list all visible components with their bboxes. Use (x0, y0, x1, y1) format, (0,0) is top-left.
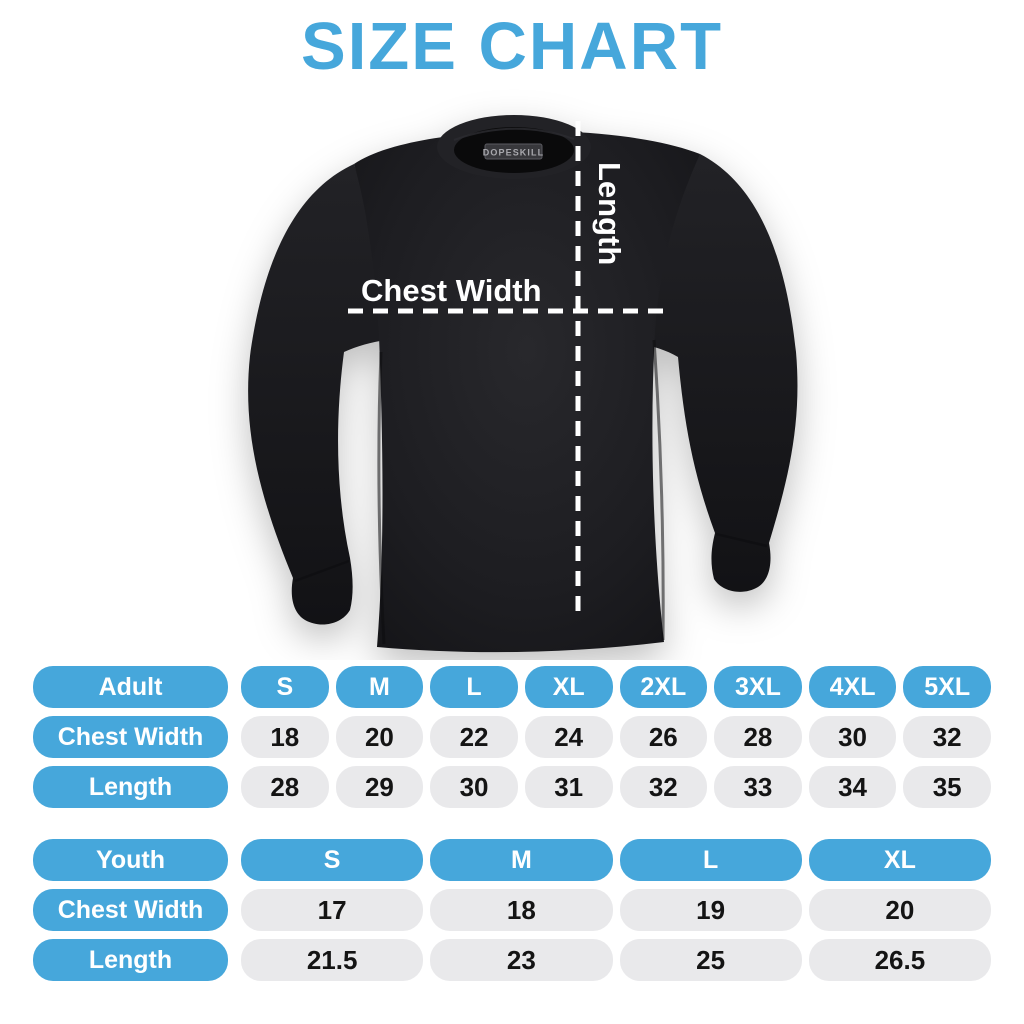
row-label-pill: Chest Width (33, 889, 228, 931)
value-pill: 30 (430, 766, 518, 808)
value-pill: 19 (619, 889, 802, 931)
group-label-pill: Youth (33, 839, 228, 881)
size-header-pill: XL (524, 666, 613, 708)
page-title: SIZE CHART (301, 9, 723, 84)
group-label-pill: Adult (33, 666, 228, 708)
collar-seam (453, 127, 575, 141)
value-pill: 34 (808, 766, 897, 808)
value-pill: 22 (430, 716, 518, 758)
value-pill: 28 (241, 766, 329, 808)
chest-width-label: Chest Width (361, 273, 542, 308)
size-header-pill: L (619, 839, 802, 881)
size-header-pill: 5XL (903, 666, 991, 708)
size-header-pill: M (335, 666, 424, 708)
row-label-pill: Chest Width (33, 716, 228, 758)
crease-left (377, 351, 386, 645)
value-pill: 35 (903, 766, 991, 808)
shirt-sleeve-left (248, 164, 386, 625)
value-pill: 18 (430, 889, 613, 931)
value-pill: 17 (241, 889, 424, 931)
table-row: Youth S M L XL (33, 839, 991, 881)
shirt-sleeve-right (640, 154, 798, 592)
value-pill: 26.5 (808, 939, 991, 981)
value-pill: 21.5 (241, 939, 424, 981)
value-pill: 33 (714, 766, 802, 808)
value-pill: 31 (524, 766, 613, 808)
table-row: Chest Width 18 20 22 24 26 28 30 32 (33, 716, 991, 758)
size-header-pill: 2XL (619, 666, 708, 708)
size-header-pill: 3XL (714, 666, 802, 708)
shirt-body (354, 131, 700, 653)
brand-tag-text: DOPESKILL (483, 148, 544, 158)
length-label: Length (592, 162, 627, 265)
size-header-pill: S (241, 839, 424, 881)
row-label-pill: Length (33, 939, 228, 981)
cuff-seam-left (294, 559, 350, 583)
size-header-pill: XL (808, 839, 991, 881)
size-header-pill: S (241, 666, 329, 708)
size-header-pill: M (430, 839, 613, 881)
value-pill: 23 (430, 939, 613, 981)
size-header-pill: 4XL (808, 666, 897, 708)
crease-right (652, 339, 665, 641)
value-pill: 18 (241, 716, 329, 758)
size-diagram-figure: DOPESKILL Chest Width Length (248, 115, 798, 653)
value-pill: 32 (903, 716, 991, 758)
shirt-illustration: DOPESKILL (248, 115, 798, 653)
brand-tag (484, 143, 543, 160)
value-pill: 25 (619, 939, 802, 981)
value-pill: 32 (619, 766, 708, 808)
value-pill: 20 (335, 716, 424, 758)
table-row: Adult S M L XL 2XL 3XL 4XL 5XL (33, 666, 991, 708)
table-row: Length 21.5 23 25 26.5 (33, 939, 991, 981)
value-pill: 24 (524, 716, 613, 758)
size-header-pill: L (430, 666, 518, 708)
value-pill: 29 (335, 766, 424, 808)
value-pill: 20 (808, 889, 991, 931)
cuff-seam-right (715, 532, 768, 548)
value-pill: 30 (808, 716, 897, 758)
table-row: Length 28 29 30 31 32 33 34 35 (33, 766, 991, 808)
table-row: Chest Width 17 18 19 20 (33, 889, 991, 931)
value-pill: 26 (619, 716, 708, 758)
row-label-pill: Length (33, 766, 228, 808)
value-pill: 28 (714, 716, 802, 758)
